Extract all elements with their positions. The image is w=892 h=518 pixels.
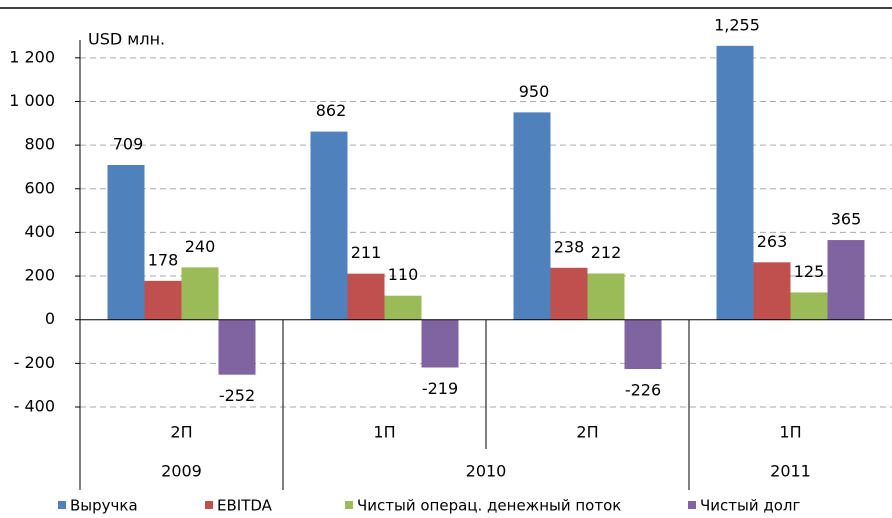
y-tick-label: - 400 bbox=[14, 397, 55, 416]
data-label: 238 bbox=[554, 237, 585, 256]
legend-swatch bbox=[688, 501, 696, 509]
bar bbox=[107, 164, 145, 320]
data-label: 211 bbox=[351, 243, 382, 262]
legend-swatch bbox=[58, 501, 66, 509]
bar bbox=[384, 295, 422, 320]
bar bbox=[790, 292, 828, 320]
y-tick-label: 400 bbox=[24, 222, 55, 241]
bar bbox=[624, 319, 662, 370]
group-label: 2009 bbox=[161, 462, 202, 481]
data-label: 365 bbox=[831, 210, 862, 229]
legend-label: Чистый долг bbox=[700, 497, 801, 515]
data-label: 212 bbox=[591, 243, 622, 262]
data-label: 178 bbox=[148, 250, 179, 269]
y-tick-label: 200 bbox=[24, 266, 55, 285]
legend-label: Выручка bbox=[70, 497, 138, 515]
data-label: -252 bbox=[219, 386, 255, 405]
bar bbox=[827, 240, 865, 320]
data-label: 110 bbox=[388, 265, 419, 284]
bar bbox=[181, 267, 219, 320]
group-label: 2010 bbox=[466, 462, 507, 481]
data-label: 1,255 bbox=[714, 15, 760, 34]
bar bbox=[347, 273, 385, 320]
y-tick-label: 600 bbox=[24, 178, 55, 197]
bar bbox=[513, 112, 551, 320]
bar bbox=[218, 319, 256, 375]
legend-label: Чистый операц. денежный поток bbox=[357, 497, 621, 515]
data-label: 709 bbox=[113, 134, 144, 153]
data-label: -226 bbox=[625, 381, 661, 400]
bar bbox=[144, 280, 182, 320]
data-label: -219 bbox=[422, 379, 458, 398]
x-tick-label: 2П bbox=[576, 423, 598, 442]
x-tick-label: 1П bbox=[779, 423, 801, 442]
y-tick-label: 1 000 bbox=[9, 91, 55, 110]
y-tick-label: - 200 bbox=[14, 353, 55, 372]
legend-swatch bbox=[205, 501, 213, 509]
data-label: 950 bbox=[519, 82, 550, 101]
x-tick-label: 2П bbox=[170, 423, 192, 442]
data-label: 263 bbox=[757, 232, 788, 251]
legend-label: EBITDA bbox=[217, 497, 273, 515]
bar bbox=[587, 273, 625, 320]
bar bbox=[716, 45, 754, 320]
x-tick-label: 1П bbox=[373, 423, 395, 442]
group-label: 2011 bbox=[770, 462, 811, 481]
bar bbox=[550, 267, 588, 320]
bar bbox=[421, 319, 459, 368]
y-tick-label: 800 bbox=[24, 135, 55, 154]
bar bbox=[310, 131, 348, 320]
data-label: 862 bbox=[316, 101, 347, 120]
legend-swatch bbox=[345, 501, 353, 509]
data-label: 125 bbox=[794, 262, 825, 281]
bar bbox=[753, 262, 791, 320]
y-tick-label: 0 bbox=[45, 309, 55, 328]
axis-label: USD млн. bbox=[88, 30, 165, 49]
y-tick-label: 1 200 bbox=[9, 47, 55, 66]
data-label: 240 bbox=[185, 237, 216, 256]
